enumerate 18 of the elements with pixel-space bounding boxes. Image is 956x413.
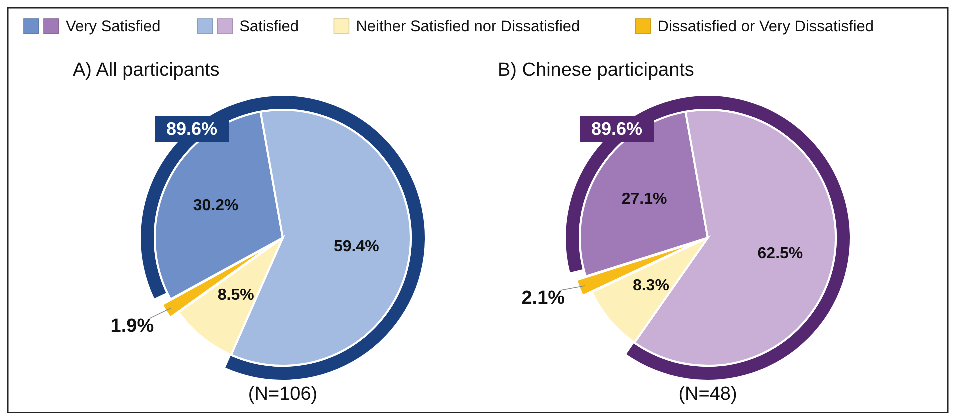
legend-label: Very Satisfied — [66, 18, 161, 36]
text: 89.6% — [166, 119, 218, 139]
text: (N=106) — [248, 384, 318, 405]
data-label: 8.3% — [632, 277, 670, 294]
data-label: 8.5% — [218, 287, 254, 304]
text: A) All participants — [73, 60, 220, 81]
data-label: 59.4% — [334, 238, 380, 256]
data-label: 30.2% — [193, 197, 239, 214]
legend-label: Neither Satisfied nor Dissatisfied — [356, 18, 580, 36]
chart-title: B) Chinese participants — [498, 60, 694, 81]
data-label: 1.9% — [110, 316, 154, 337]
data-label: 62.5% — [758, 246, 804, 263]
legend-label: Satisfied — [240, 18, 300, 36]
text: (N=48) — [678, 384, 738, 405]
data-label: 2.1% — [522, 288, 566, 309]
text: 89.6% — [591, 119, 643, 139]
legend-label: Dissatisfied or Very Dissatisfied — [658, 18, 874, 36]
data-label: 27.1% — [622, 191, 668, 208]
